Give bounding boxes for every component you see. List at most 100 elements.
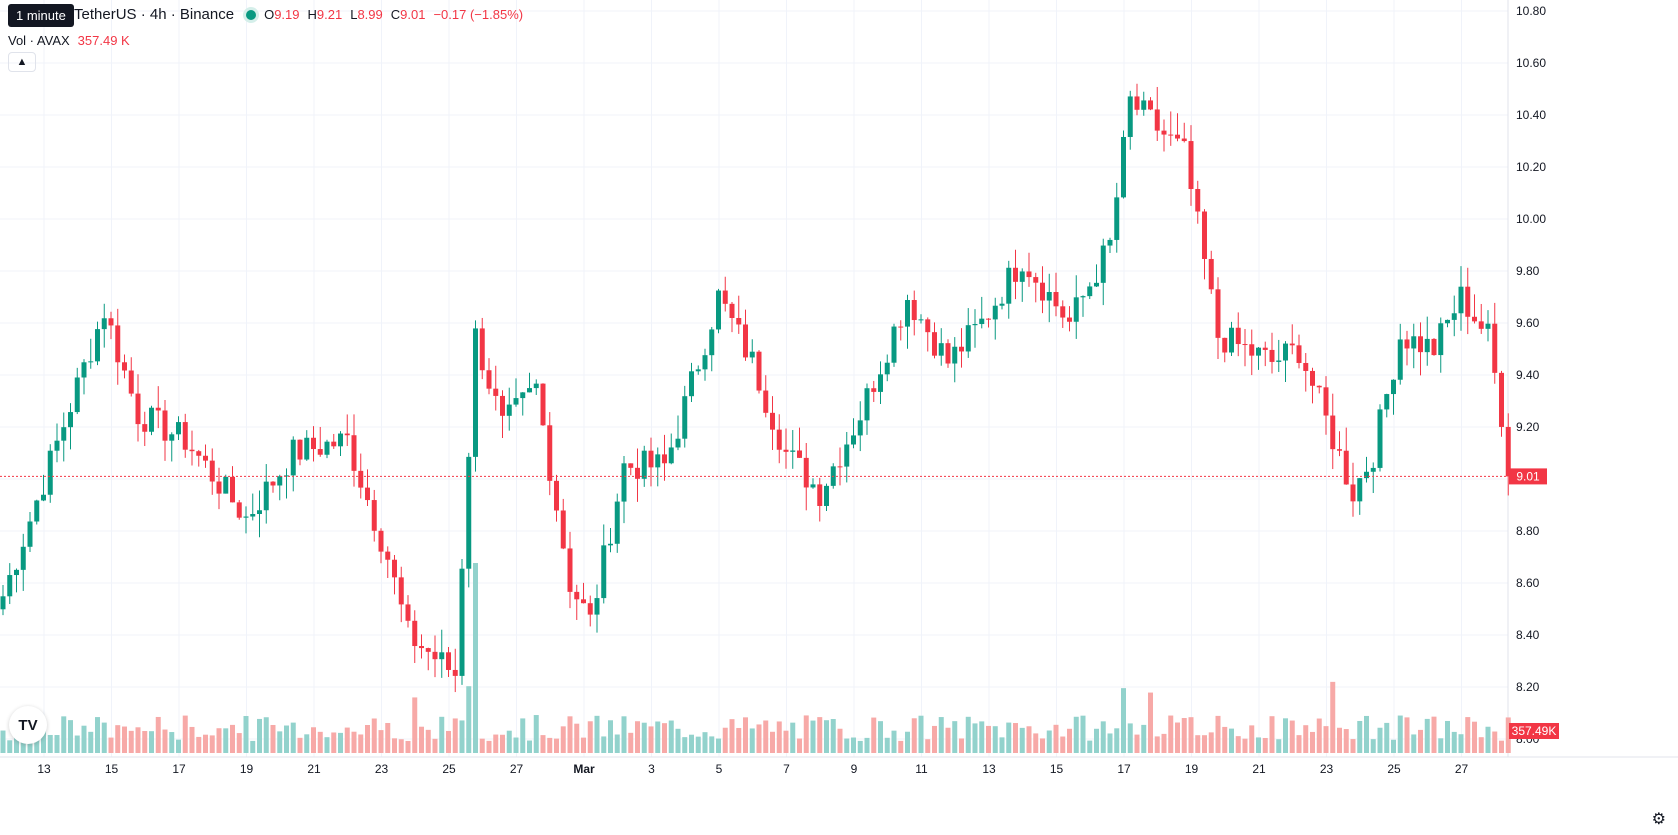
volume-bar (1060, 736, 1066, 753)
candle-body (608, 543, 613, 546)
candle-body (149, 407, 154, 432)
volume-bar (702, 732, 708, 753)
candle-body (1215, 289, 1221, 338)
collapse-legend-button[interactable]: ▲ (8, 52, 36, 72)
candle-body (1384, 394, 1390, 410)
x-tick-label: 17 (172, 762, 186, 776)
symbol-title[interactable]: TetherUS · 4h · Binance (74, 6, 235, 23)
volume-bar (628, 732, 634, 753)
candle-body (182, 422, 188, 450)
candle-body (864, 388, 870, 421)
candle-body (1006, 267, 1012, 304)
y-tick-label: 10.00 (1516, 212, 1546, 226)
candle-body (1222, 337, 1228, 353)
volume-bar (1458, 734, 1464, 753)
candle-body (520, 392, 526, 399)
volume-label[interactable]: Vol · AVAX (8, 33, 70, 48)
volume-bar (1242, 738, 1248, 753)
candle-body (1087, 286, 1093, 297)
candle-body (284, 475, 289, 477)
candle-body (614, 501, 620, 544)
candle-body (1168, 134, 1174, 136)
volume-bar (1033, 733, 1039, 753)
volume-bar (338, 732, 343, 753)
volume-bar (938, 717, 944, 753)
volume-bar (479, 738, 485, 753)
last-volume-tag (1509, 723, 1559, 739)
volume-bar (1364, 715, 1369, 753)
open-label: O (264, 7, 275, 22)
volume-bar (1330, 681, 1336, 753)
candle-body (1451, 313, 1457, 320)
candle-body (891, 326, 897, 363)
chart-legend: TetherUS · 4h · Binance O9.19 H9.21 L8.9… (8, 6, 523, 23)
candle-body (419, 646, 424, 649)
volume-bar (1141, 724, 1147, 753)
volume-bar (270, 724, 276, 753)
candle-body (1040, 282, 1045, 301)
volume-bar (1080, 715, 1086, 753)
volume-bar (250, 740, 256, 753)
candle-body (959, 346, 964, 352)
volume-bar (344, 727, 350, 753)
gear-icon[interactable]: ⚙ (1651, 811, 1666, 828)
candle-body (1458, 286, 1464, 314)
market-status-icon (246, 9, 257, 20)
volume-bar (770, 731, 775, 753)
volume-bar (992, 726, 998, 753)
candle-body (473, 328, 478, 457)
volume-bar (884, 737, 890, 753)
volume-bar (331, 732, 337, 753)
candle-body (466, 456, 472, 569)
volume-bar (925, 739, 931, 753)
volume-bar (473, 563, 478, 753)
candle-body (884, 362, 890, 375)
candle-body (689, 371, 694, 397)
candle-body (257, 510, 262, 515)
candle-body (972, 324, 978, 326)
candle-body (648, 450, 654, 468)
volume-bar (1094, 728, 1099, 753)
volume-bar (527, 740, 532, 753)
candle-body (162, 410, 168, 441)
candle-body (945, 343, 951, 364)
candle-body (331, 441, 337, 447)
volume-bar (675, 728, 681, 753)
tradingview-logo[interactable]: TV (9, 706, 47, 744)
x-tick-label: 21 (307, 762, 321, 776)
volume-bar (736, 727, 742, 753)
volume-bar (1445, 720, 1450, 753)
volume-bar (452, 718, 458, 753)
candle-body (1377, 409, 1383, 468)
candle-body (277, 476, 283, 486)
candle-body (763, 390, 769, 413)
candle-body (1337, 449, 1342, 451)
volume-bar (1499, 740, 1504, 753)
candle-body (1094, 282, 1099, 287)
candle-body (655, 454, 661, 468)
candle-body (540, 383, 546, 426)
volume-bar (439, 716, 445, 753)
candle-body (358, 470, 364, 488)
volume-bar (932, 725, 937, 753)
candle-body (432, 651, 438, 660)
candle-body (142, 424, 148, 432)
candle-body (446, 652, 451, 670)
volume-bar (1451, 731, 1457, 753)
y-tick-label: 9.20 (1516, 420, 1540, 434)
candle-body (196, 451, 202, 456)
candle-body (169, 434, 175, 441)
high-label: H (307, 7, 317, 22)
candle-body (1269, 349, 1275, 362)
candle-body (506, 404, 512, 416)
volume-bar (1377, 727, 1383, 753)
volume-bar (196, 736, 202, 753)
candle-body (1357, 478, 1363, 502)
volume-bar (1283, 718, 1288, 753)
volume-bar (1249, 725, 1255, 753)
candle-body (1013, 267, 1018, 282)
volume-bar (790, 722, 796, 753)
volume-bar (547, 737, 553, 753)
candle-body (560, 510, 566, 549)
